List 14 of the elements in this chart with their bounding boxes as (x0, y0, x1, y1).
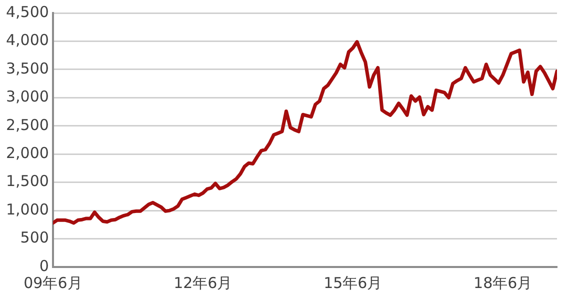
x-tick-label: 15年6月 (324, 274, 382, 292)
y-tick-label: 4,000 (6, 31, 49, 50)
y-tick-label: 4,500 (6, 2, 49, 21)
x-tick-label: 09年6月 (24, 274, 82, 292)
y-tick-label: 0 (39, 256, 49, 275)
y-tick-label: 1,500 (6, 172, 49, 190)
y-tick-label: 2,000 (6, 144, 49, 162)
y-tick-label: 2,500 (6, 116, 49, 134)
y-tick-label: 3,000 (6, 88, 49, 106)
x-tick-label: 12年6月 (174, 274, 232, 292)
y-tick-label: 3,500 (6, 59, 49, 78)
x-tick-label: 18年6月 (474, 274, 532, 292)
y-tick-label: 1,000 (6, 200, 49, 218)
y-tick-label: 500 (20, 228, 49, 247)
